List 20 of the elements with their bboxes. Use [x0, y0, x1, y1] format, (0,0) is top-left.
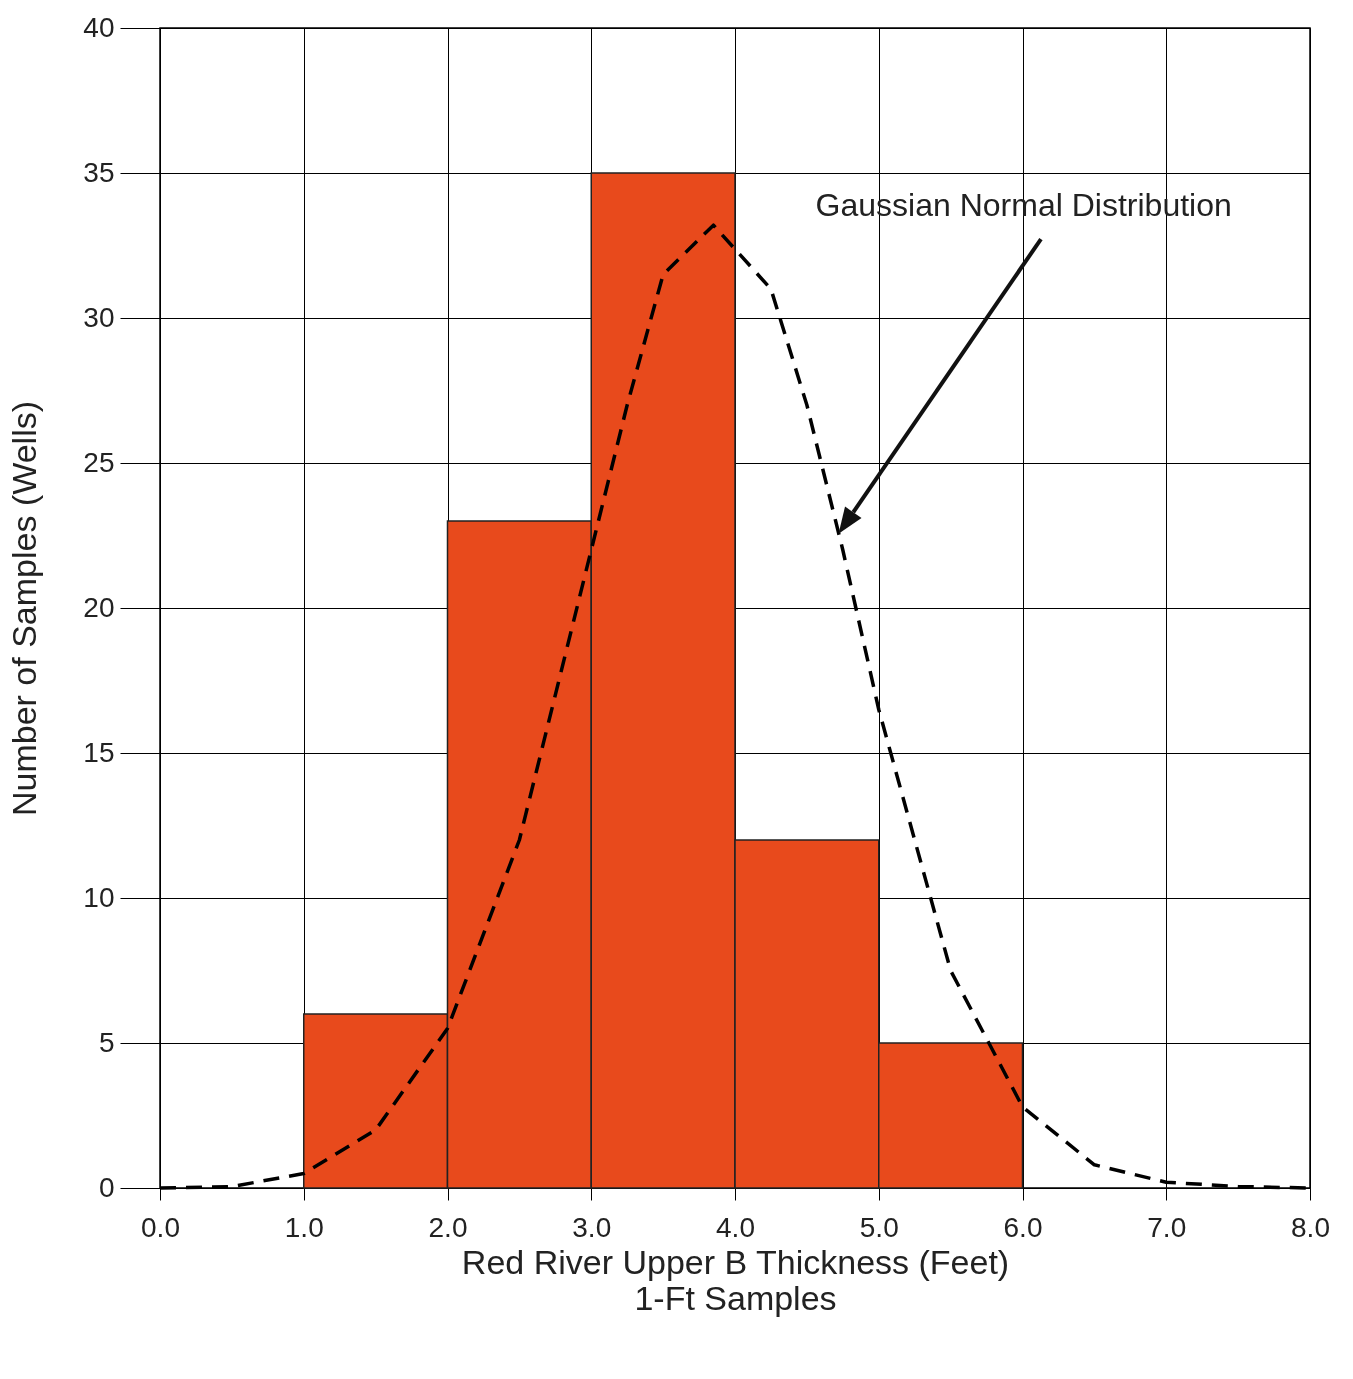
x-tick-label: 1.0: [284, 1211, 324, 1243]
x-tick-label: 5.0: [859, 1211, 899, 1243]
x-tick-label: 0.0: [141, 1211, 180, 1243]
x-tick-label: 4.0: [716, 1211, 755, 1243]
y-tick-label: 40: [83, 11, 115, 43]
y-tick-label: 15: [83, 736, 115, 768]
y-tick-label: 0: [98, 1171, 115, 1203]
x-tick-label: 3.0: [572, 1211, 612, 1243]
y-tick-label: 20: [83, 591, 115, 623]
x-tick-label: 7.0: [1147, 1211, 1187, 1243]
y-tick-label: 25: [83, 446, 115, 478]
y-tick-label: 5: [98, 1026, 115, 1058]
x-tick-label: 8.0: [1291, 1211, 1330, 1243]
y-tick-label: 35: [83, 156, 115, 188]
y-tick-label: 10: [83, 881, 115, 913]
x-tick-label: 6.0: [1003, 1211, 1043, 1243]
x-tick-label: 2.0: [428, 1211, 468, 1243]
y-axis-title: Number of Samples (Wells): [5, 400, 44, 817]
x-axis-title: Red River Upper B Thickness (Feet) 1-Ft Samples: [461, 1242, 1010, 1317]
y-tick-label: 30: [83, 301, 115, 333]
